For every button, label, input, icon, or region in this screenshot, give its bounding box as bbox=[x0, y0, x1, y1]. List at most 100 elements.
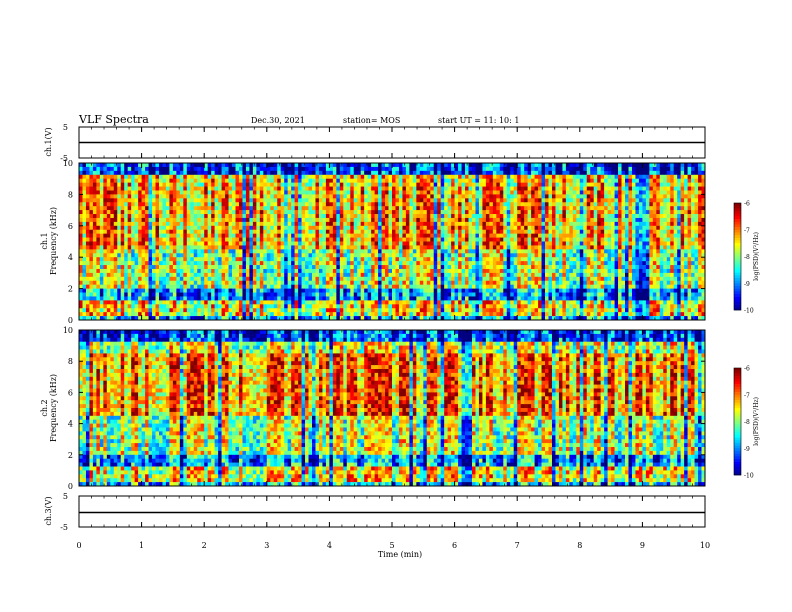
colorbar-cell bbox=[734, 248, 741, 252]
colorbar-cell bbox=[734, 269, 741, 273]
colorbar-cell bbox=[734, 408, 741, 412]
colorbar-cell bbox=[734, 219, 741, 223]
colorbar-cell bbox=[734, 466, 741, 470]
colorbar-cell bbox=[734, 469, 741, 473]
ytick-label: 4 bbox=[68, 420, 73, 429]
colorbar-tick-label: -6 bbox=[744, 201, 750, 208]
ch1-ytick-bottom: -5 bbox=[60, 154, 68, 163]
colorbar-cell bbox=[734, 251, 741, 255]
colorbar-cell bbox=[734, 418, 741, 422]
colorbar-cell bbox=[734, 267, 741, 271]
colorbar-cell bbox=[734, 304, 741, 308]
colorbar-cell bbox=[734, 437, 741, 441]
colorbar-cell bbox=[734, 376, 741, 379]
xtick-label: 8 bbox=[577, 541, 582, 550]
figure-date: Dec.30, 2021 bbox=[251, 116, 305, 125]
colorbar-cell bbox=[734, 434, 741, 438]
colorbar-cell bbox=[734, 288, 741, 292]
ytick-label: 0 bbox=[68, 482, 73, 491]
colorbar-cell bbox=[734, 275, 741, 279]
ch1-spectrogram-yticks: 0 2 4 6 8 10 bbox=[63, 159, 705, 325]
figure-start-time: start UT = 11: 10: 1 bbox=[438, 116, 519, 125]
colorbar-cell bbox=[734, 221, 741, 225]
colorbar-cell bbox=[734, 392, 741, 396]
colorbar-cell bbox=[734, 261, 741, 265]
colorbar-cell bbox=[734, 291, 741, 295]
colorbar-cell bbox=[734, 213, 741, 217]
ytick-label: 6 bbox=[68, 388, 73, 397]
ch3-waveform-panel: 5 -5 ch.3(V) bbox=[44, 492, 706, 532]
ch2-spectrogram-ylabel: Frequency (kHz) bbox=[49, 374, 58, 442]
colorbar-cell bbox=[734, 227, 741, 231]
colorbar-cell bbox=[734, 378, 741, 382]
colorbar-cell bbox=[734, 368, 741, 371]
xtick-label: 9 bbox=[640, 541, 645, 550]
colorbar-label: log(PSD)(V²/Hz) bbox=[753, 397, 760, 446]
ytick-label: 8 bbox=[68, 190, 73, 199]
ch1-waveform-panel: 5 -5 ch.1(V) bbox=[44, 123, 706, 163]
xtick-label: 0 bbox=[76, 541, 81, 550]
ch2-spectrogram-yticks: 0 2 4 6 8 10 bbox=[63, 326, 705, 491]
colorbar-cell bbox=[734, 224, 741, 228]
colorbar-cell bbox=[734, 203, 741, 206]
colorbar-cell bbox=[734, 432, 741, 436]
colorbar-cell bbox=[734, 299, 741, 303]
colorbar-cell bbox=[734, 373, 741, 377]
colorbar-cell bbox=[734, 442, 741, 446]
ytick-label: 10 bbox=[63, 159, 73, 168]
ch2-spectrogram-image bbox=[79, 330, 706, 487]
colorbar-cell bbox=[734, 384, 741, 388]
ytick-label: 8 bbox=[68, 357, 73, 366]
colorbar-tick-label: -7 bbox=[744, 392, 750, 399]
colorbar-cell bbox=[734, 280, 741, 284]
colorbar-cell bbox=[734, 264, 741, 268]
colorbar-cell bbox=[734, 256, 741, 260]
colorbar-tick-label: -6 bbox=[744, 366, 750, 373]
colorbar-frame bbox=[733, 202, 742, 311]
colorbar-cell bbox=[734, 413, 741, 417]
colorbar-cell bbox=[734, 445, 741, 449]
colorbar-cell bbox=[734, 229, 741, 233]
colorbar-cell bbox=[734, 232, 741, 236]
colorbar-cell bbox=[734, 285, 741, 289]
colorbar-cell bbox=[734, 307, 741, 311]
colorbar-cell bbox=[734, 235, 741, 239]
colorbar-cell bbox=[734, 272, 741, 276]
colorbar-cell bbox=[734, 448, 741, 452]
colorbar-frame bbox=[733, 367, 742, 476]
ytick-label: 10 bbox=[63, 326, 73, 335]
colorbar-tick-label: -8 bbox=[744, 254, 750, 261]
colorbar-cell bbox=[734, 456, 741, 460]
colorbar-cell bbox=[734, 421, 741, 425]
colorbar-cell bbox=[734, 243, 741, 247]
colorbar-cell bbox=[734, 205, 741, 209]
colorbar-cell bbox=[734, 394, 741, 398]
xtick-label: 5 bbox=[389, 541, 394, 550]
ytick-label: 2 bbox=[68, 451, 73, 460]
colorbar-cell bbox=[734, 245, 741, 249]
colorbar-cell bbox=[734, 461, 741, 465]
xtick-label: 7 bbox=[515, 541, 520, 550]
ytick-label: 6 bbox=[68, 222, 73, 231]
ch1-colorbar: -6 -7 -8 -9 -10 log(PSD)(V²/Hz) bbox=[733, 201, 760, 315]
ytick-label: 4 bbox=[68, 253, 73, 262]
xtick-label: 1 bbox=[139, 541, 144, 550]
colorbar-cell bbox=[734, 402, 741, 406]
xtick-label: 4 bbox=[327, 541, 332, 550]
colorbar-tick-label: -9 bbox=[744, 281, 750, 288]
ch2-colorbar: -6 -7 -8 -9 -10 log(PSD)(V²/Hz) bbox=[733, 366, 760, 480]
colorbar-cell bbox=[734, 301, 741, 305]
colorbar-cell bbox=[734, 453, 741, 457]
ch1-waveform-ylabel: ch.1(V) bbox=[44, 127, 53, 156]
figure-title: VLF Spectra bbox=[78, 113, 149, 126]
xtick-label: 3 bbox=[264, 541, 269, 550]
colorbar-cell bbox=[734, 208, 741, 212]
colorbar-cell bbox=[734, 429, 741, 433]
colorbar-cell bbox=[734, 293, 741, 297]
colorbar-label: log(PSD)(V²/Hz) bbox=[753, 232, 760, 281]
time-axis-ticks: 0 1 2 3 4 5 6 7 8 9 10 bbox=[76, 127, 710, 550]
figure-station: station= MOS bbox=[343, 116, 400, 125]
colorbar-cell bbox=[734, 397, 741, 401]
colorbar-cell bbox=[734, 240, 741, 244]
